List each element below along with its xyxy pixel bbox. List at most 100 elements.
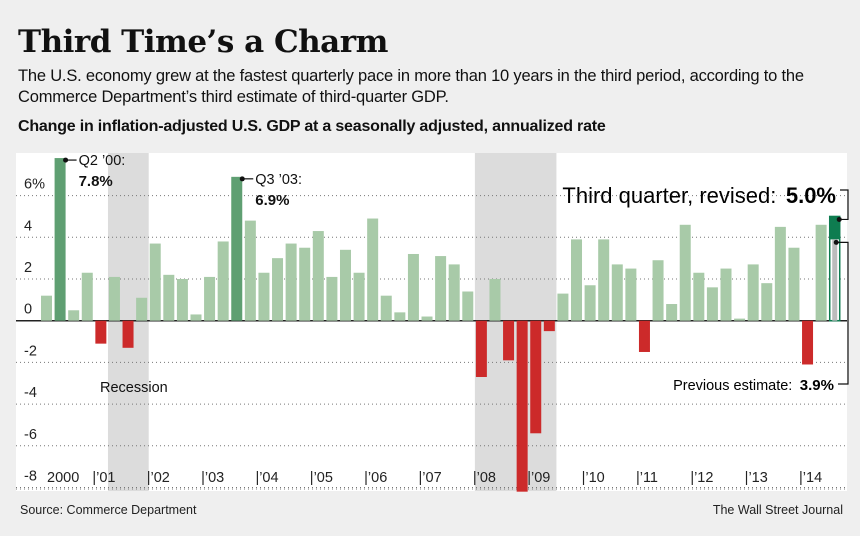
recession-label: Recession [100, 380, 168, 396]
bar-previous-estimate [832, 239, 838, 321]
x-tick-label: |’11 [636, 470, 658, 486]
x-tick-label: |’12 [690, 470, 713, 486]
bar [231, 176, 243, 321]
bar [244, 220, 256, 321]
bar [747, 264, 759, 321]
revised-label: Third quarter, revised: [562, 183, 776, 208]
bar [367, 218, 379, 321]
bar [625, 268, 637, 321]
bar [706, 287, 718, 321]
previous-label: Previous estimate: [673, 378, 792, 394]
bar [136, 297, 148, 321]
bar [503, 320, 515, 361]
x-tick-label: |’07 [419, 470, 442, 486]
x-tick-label: |’13 [745, 470, 768, 486]
credit: The Wall Street Journal [712, 503, 843, 517]
bar [761, 283, 773, 321]
bar [122, 320, 134, 348]
y-tick-label: 6% [24, 177, 45, 193]
previous-annotation: Previous estimate: 3.9% [673, 377, 834, 394]
bar [530, 320, 542, 434]
bar [285, 243, 297, 321]
bar [312, 231, 324, 321]
bar [489, 279, 501, 321]
bar [299, 247, 311, 321]
bar [163, 274, 175, 321]
y-tick-label: -2 [24, 343, 37, 359]
chart-subtitle: The U.S. economy grew at the fastest qua… [18, 67, 804, 106]
bar [734, 318, 746, 321]
revised-bracket [839, 189, 849, 221]
previous-value: 3.9% [800, 377, 834, 394]
bar [652, 260, 664, 321]
bar [421, 316, 433, 321]
bar [815, 224, 827, 321]
bar [204, 276, 216, 321]
annotation-value: 6.9% [255, 192, 289, 209]
y-tick-label: -8 [24, 469, 37, 485]
bar [720, 268, 732, 321]
bar [380, 295, 392, 321]
annotation-label: Q2 ’00: [79, 153, 126, 169]
x-tick-label: |’01 [92, 470, 115, 486]
bar [611, 264, 623, 321]
bar [598, 239, 610, 321]
x-tick-label: |’09 [527, 470, 550, 486]
recession-band [474, 153, 557, 491]
bar [272, 258, 284, 321]
annotation-label: Q3 ’03: [255, 172, 302, 188]
y-tick-label: -6 [24, 427, 37, 443]
plot-background [16, 153, 847, 491]
source-note: Source: Commerce Department [20, 503, 197, 517]
chart-description: Change in inflation-adjusted U.S. GDP at… [18, 118, 606, 135]
bar [516, 320, 528, 492]
x-tick-label: |’03 [201, 470, 224, 486]
bar [41, 295, 52, 321]
chart-title: Third Time’s a Charm [18, 24, 388, 60]
x-tick-label: |’06 [364, 470, 387, 486]
x-tick-label: |’02 [147, 470, 170, 486]
bar [788, 247, 800, 321]
y-tick-label: -4 [24, 385, 37, 401]
bar [81, 272, 93, 321]
bar [462, 291, 474, 321]
bar [638, 320, 650, 352]
x-tick-label: |’10 [582, 470, 605, 486]
annotation-value: 7.8% [79, 173, 113, 190]
bar [584, 285, 596, 321]
bar [394, 312, 406, 321]
bar [217, 241, 229, 321]
previous-bracket [836, 241, 849, 385]
bar-revised-increase [829, 216, 840, 240]
x-tick-label: |’05 [310, 470, 333, 486]
bar [190, 314, 202, 321]
bar [407, 253, 419, 321]
bar [326, 276, 338, 321]
bar [557, 293, 569, 321]
bar [68, 310, 80, 321]
bar [149, 243, 161, 321]
bar [543, 320, 555, 332]
bar [679, 224, 691, 321]
x-tick-label: |’08 [473, 470, 496, 486]
bar [448, 264, 460, 321]
bar [339, 249, 351, 321]
revised-annotation: Third quarter, revised: 5.0% [562, 183, 836, 208]
bar [95, 320, 107, 344]
y-tick-label: 0 [24, 302, 32, 318]
bar [435, 256, 447, 321]
bar [693, 272, 705, 321]
bar [353, 272, 365, 321]
bar [258, 272, 270, 321]
y-tick-label: 4 [24, 218, 32, 234]
revised-value: 5.0% [786, 183, 836, 208]
bar [475, 320, 487, 377]
bar [176, 279, 188, 321]
bar [108, 276, 120, 321]
bar [666, 304, 678, 321]
x-tick-label: |’14 [799, 470, 822, 486]
bar [802, 320, 814, 365]
y-tick-label: 2 [24, 260, 32, 276]
bar [54, 158, 66, 321]
